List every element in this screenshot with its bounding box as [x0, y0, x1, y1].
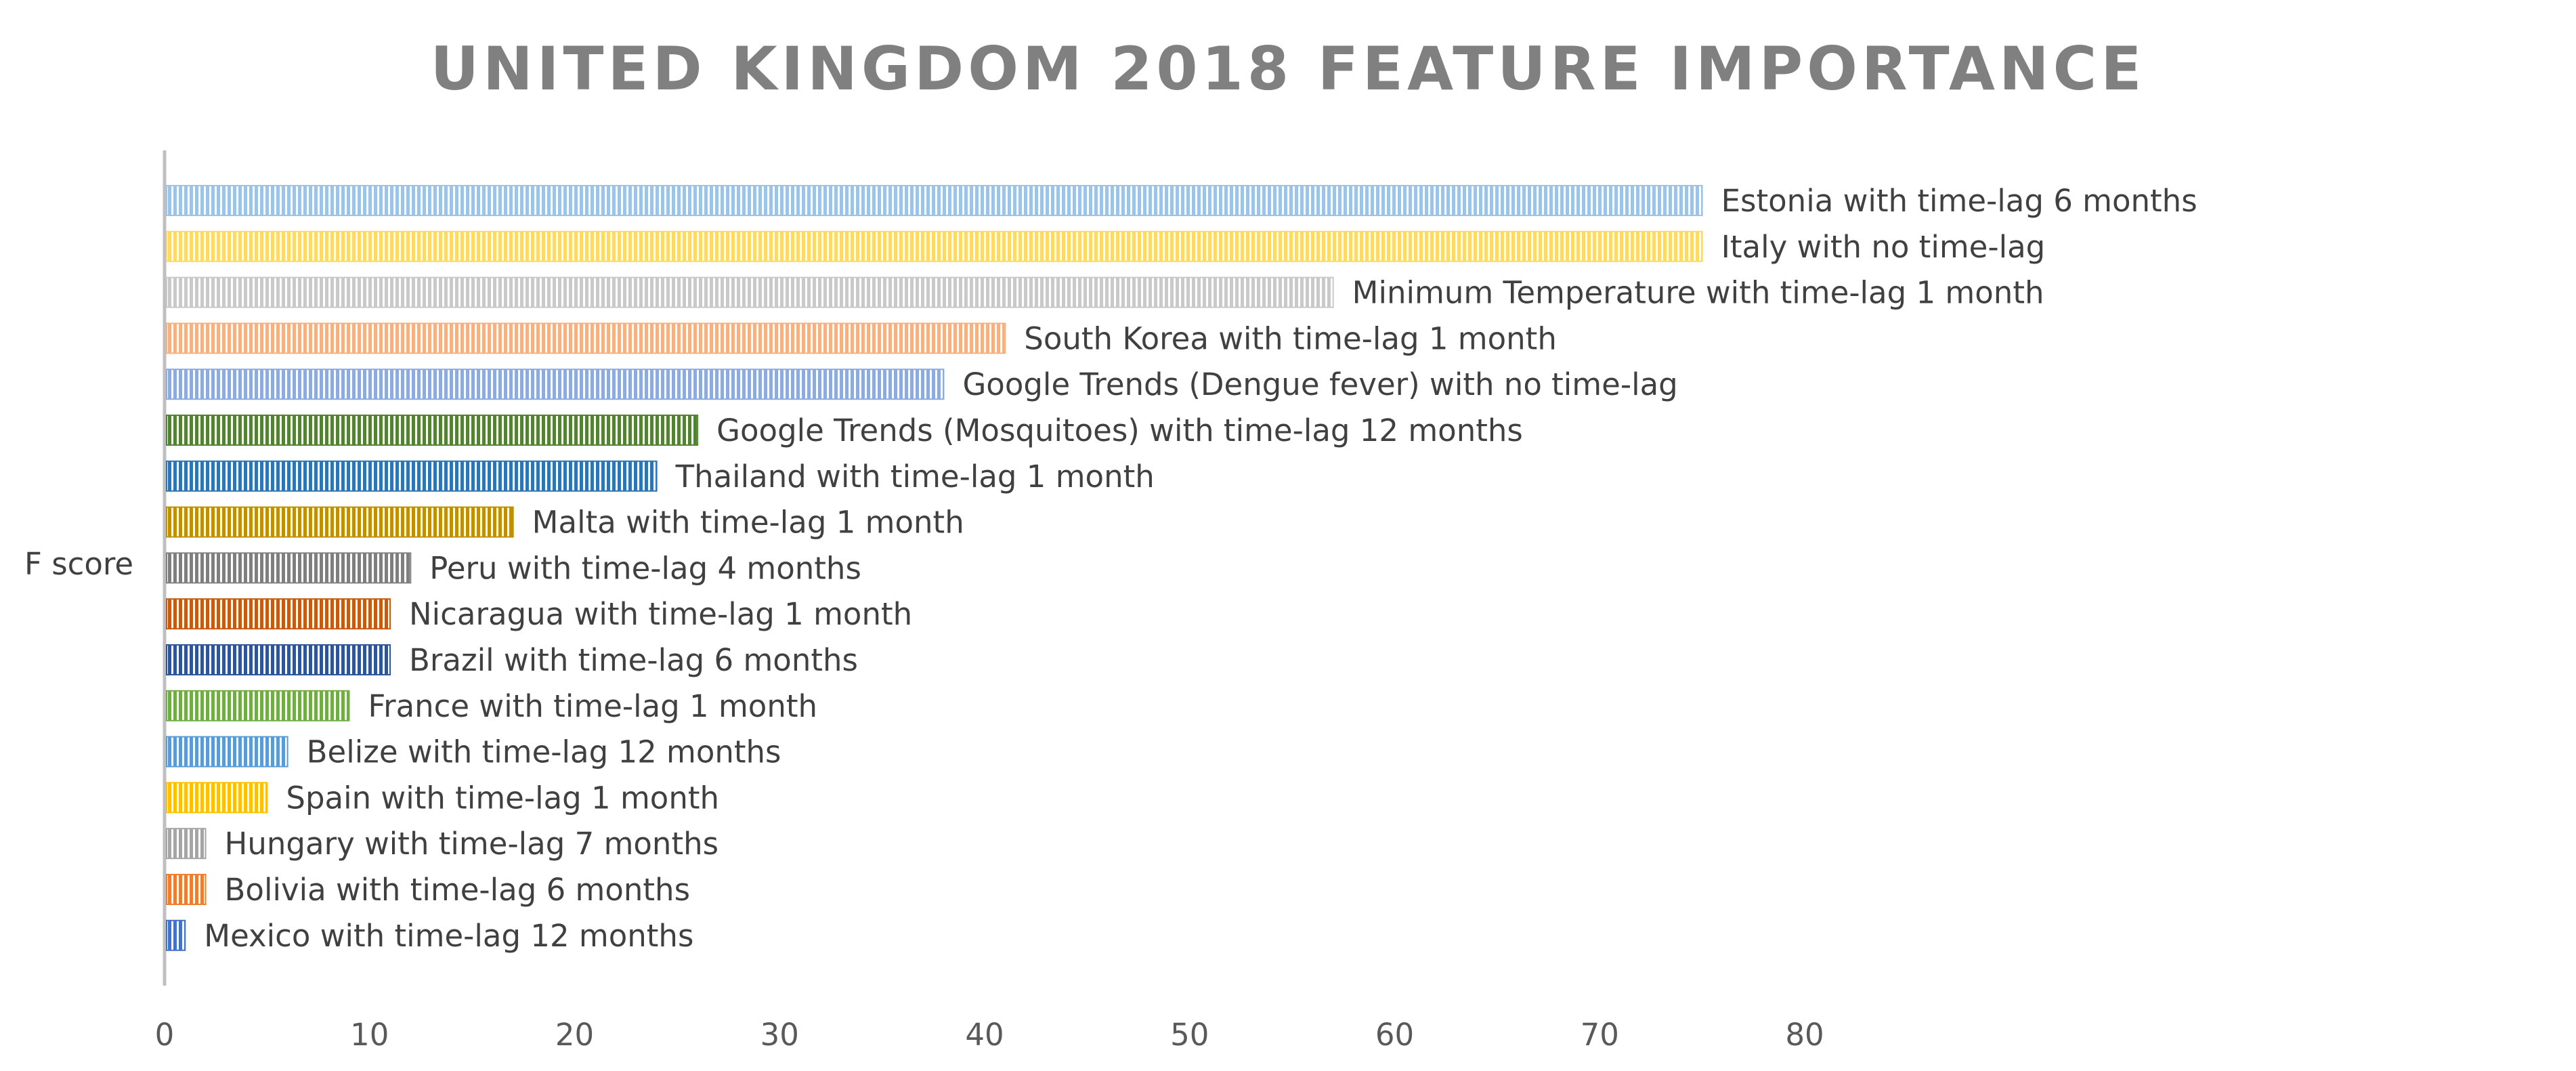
- bar-label: Italy with no time-lag: [1721, 229, 2046, 265]
- bar: [166, 415, 699, 446]
- bar: [166, 690, 350, 721]
- bar: [166, 506, 514, 538]
- x-tick-labels-group: 0 10 20 30 40 50 60 70 80: [155, 1017, 1824, 1053]
- x-tick-label: 40: [965, 1017, 1004, 1053]
- bars-group: [166, 185, 1703, 951]
- x-tick-label: 0: [155, 1017, 175, 1053]
- bar-label: Thailand with time-lag 1 month: [675, 459, 1155, 495]
- bar: [166, 322, 1006, 354]
- bar-label: Malta with time-lag 1 month: [532, 505, 964, 541]
- bar-label: Google Trends (Mosquitoes) with time-lag…: [716, 413, 1523, 448]
- bar: [166, 874, 207, 905]
- x-tick-label: 60: [1375, 1017, 1414, 1053]
- bar: [166, 276, 1334, 308]
- bar-label: Nicaragua with time-lag 1 month: [409, 596, 912, 632]
- bar: [166, 369, 945, 400]
- x-tick-label: 20: [555, 1017, 594, 1053]
- bar-label: Hungary with time-lag 7 months: [225, 826, 719, 862]
- bar-label: France with time-lag 1 month: [368, 688, 817, 724]
- bar-label: Bolivia with time-lag 6 months: [225, 872, 690, 908]
- bar: [166, 598, 391, 630]
- bar-label: Estonia with time-lag 6 months: [1721, 183, 2197, 219]
- bar-label: South Korea with time-lag 1 month: [1024, 320, 1557, 356]
- bar: [166, 782, 268, 814]
- bar: [166, 185, 1703, 216]
- bar: [166, 230, 1703, 262]
- bar-label: Belize with time-lag 12 months: [307, 734, 781, 770]
- bar: [166, 736, 288, 768]
- bar-label: Mexico with time-lag 12 months: [204, 918, 693, 954]
- x-tick-label: 80: [1785, 1017, 1824, 1053]
- bar-label: Spain with time-lag 1 month: [286, 780, 719, 816]
- x-tick-label: 50: [1170, 1017, 1209, 1053]
- bar: [166, 552, 412, 584]
- x-tick-label: 30: [760, 1017, 799, 1053]
- bar: [166, 828, 207, 860]
- bar: [166, 460, 658, 492]
- y-axis-title: F score: [24, 546, 133, 582]
- x-tick-label: 10: [350, 1017, 389, 1053]
- bar: [166, 919, 186, 951]
- bar-label: Minimum Temperature with time-lag 1 mont…: [1352, 275, 2044, 311]
- x-tick-label: 70: [1581, 1017, 1619, 1053]
- bar: [166, 644, 391, 675]
- chart-title: UNITED KINGDOM 2018 FEATURE IMPORTANCE: [431, 34, 2146, 104]
- bar-labels-group: Estonia with time-lag 6 months Italy with…: [204, 183, 2197, 954]
- bar-label: Google Trends (Dengue fever) with no tim…: [962, 366, 1677, 402]
- bar-label: Brazil with time-lag 6 months: [409, 642, 858, 678]
- bar-label: Peru with time-lag 4 months: [429, 550, 861, 586]
